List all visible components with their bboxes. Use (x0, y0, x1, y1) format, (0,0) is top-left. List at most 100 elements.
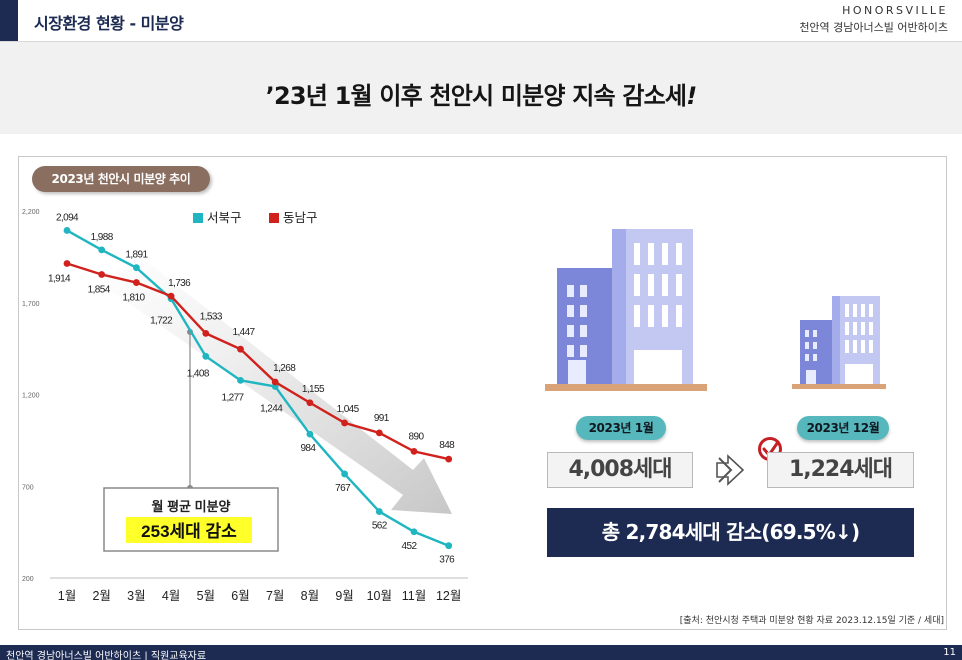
data-point (98, 271, 106, 278)
source-note: [출처: 천안시청 주택과 미분양 현황 자료 2023.12.15일 기준 /… (679, 616, 944, 626)
data-point (445, 542, 453, 550)
legend-swatch (193, 213, 203, 223)
small-building-icon (792, 296, 886, 389)
data-label: 1,268 (273, 363, 296, 374)
after-period-badge: 2023년 12월 (797, 416, 889, 440)
x-tick-label: 9월 (335, 589, 353, 603)
data-point (202, 329, 210, 337)
data-label: 767 (335, 483, 351, 494)
data-point (306, 399, 314, 407)
x-tick-label: 4월 (162, 589, 180, 603)
y-tick-label: 700 (22, 484, 34, 491)
data-label: 1,988 (91, 232, 114, 243)
data-point (237, 345, 244, 353)
data-label: 1,244 (260, 403, 283, 414)
x-tick-label: 12월 (436, 589, 461, 603)
series-layer: 2,094 1,988 1,891 1,722 1,408 1,277 1,244 984 76… (48, 212, 456, 566)
divider (0, 41, 962, 42)
data-label: 1,914 (48, 273, 71, 284)
data-point (375, 508, 383, 515)
legend-label: 동남구 (283, 211, 318, 225)
data-point (63, 227, 71, 234)
series-line (66, 262, 449, 461)
data-point (202, 352, 210, 360)
data-point (341, 470, 348, 478)
data-label: 2,094 (56, 212, 79, 223)
data-label: 376 (439, 555, 455, 566)
x-tick-label: 6월 (231, 589, 249, 603)
top-bar-accent (0, 0, 18, 42)
page-number: 11 (943, 647, 956, 658)
x-tick-label: 5월 (197, 589, 215, 603)
annotation-title: 월 평균 미분양 (152, 499, 231, 514)
x-tick-label: 11월 (402, 589, 426, 603)
headline-band (0, 42, 962, 134)
brand-name: 천안역 경남아너스빌 어반하이츠 (799, 21, 948, 34)
data-label: 452 (402, 541, 418, 552)
data-point (133, 279, 140, 286)
data-label: 1,891 (125, 250, 148, 261)
annotation-value: 253세대 감소 (141, 522, 237, 541)
y-axis: 2,200 1,700 1,200 700 200 (22, 209, 40, 583)
data-label: 1,045 (337, 404, 360, 415)
y-tick-label: 1,200 (22, 393, 40, 400)
data-label: 1,447 (232, 327, 255, 338)
x-tick-label: 3월 (127, 589, 145, 603)
total-decrease-box: 총 2,784세대 감소(69.5%↓) (547, 508, 914, 557)
data-label: 1,408 (187, 368, 210, 379)
data-point (133, 264, 140, 272)
section-title: 시장환경 현황 - 미분양 (34, 14, 184, 33)
data-label: 1,854 (88, 284, 111, 295)
data-point (375, 429, 383, 437)
annotation-box: 월 평균 미분양 253세대 감소 (103, 487, 279, 552)
data-point (98, 246, 106, 254)
y-tick-label: 200 (22, 576, 34, 583)
data-point (410, 528, 418, 536)
data-label: 1,155 (302, 384, 325, 395)
before-period-badge: 2023년 1월 (576, 416, 666, 440)
legend: 서북구 동남구 (193, 211, 318, 225)
x-tick-label: 2월 (92, 589, 110, 603)
data-point (237, 376, 244, 384)
data-label: 1,533 (200, 311, 223, 322)
top-bar: 시장환경 현황 - 미분양 HONORSVILLE 천안역 경남아너스빌 어반하… (0, 0, 962, 42)
brand-logo-text: HONORSVILLE (842, 4, 948, 17)
data-label: 984 (300, 443, 316, 454)
page-headline: ’23년 1월 이후 천안시 미분양 지속 감소세! (0, 76, 962, 111)
x-tick-label: 10월 (367, 589, 392, 603)
data-label: 1,277 (221, 392, 244, 403)
data-label: 991 (374, 413, 390, 424)
after-value-box: 1,224세대 (767, 452, 914, 488)
headline-mark: ! (686, 82, 697, 110)
x-tick-label: 1월 (58, 589, 76, 603)
double-chevron-right-icon (716, 454, 745, 486)
footer-text: 천안역 경남아너스빌 어반하이츠 | 직원교육자료 (6, 651, 207, 660)
series-seobuk: 2,094 1,988 1,891 1,722 1,408 1,277 1,244 984 76… (56, 212, 456, 566)
chart-title-pill: 2023년 천안시 미분양 추이 (32, 166, 210, 192)
x-tick-label: 7월 (266, 589, 284, 603)
y-tick-label: 1,700 (22, 301, 40, 308)
y-tick-label: 2,200 (22, 209, 40, 216)
data-point (271, 378, 279, 386)
data-label: 1,736 (168, 278, 191, 289)
data-label: 848 (439, 440, 455, 451)
legend-label: 서북구 (207, 211, 242, 225)
data-label: 890 (409, 431, 425, 442)
x-axis: 1월 2월 3월 4월 5월 6월 7월 8월 9월 10월 11월 12월 (50, 577, 468, 603)
before-value-box: 4,008세대 (547, 452, 693, 488)
series-dongnam: 1,914 1,854 1,810 1,736 1,533 1,447 1,268 1,155… (48, 260, 456, 463)
data-label: 1,810 (122, 293, 145, 304)
data-label: 1,722 (150, 316, 173, 327)
legend-swatch (269, 213, 279, 223)
data-point (341, 419, 348, 427)
brand: HONORSVILLE 천안역 경남아너스빌 어반하이츠 (799, 4, 948, 35)
footer: 천안역 경남아너스빌 어반하이츠 | 직원교육자료 11 (0, 645, 962, 660)
headline-text: ’23년 1월 이후 천안시 미분양 지속 감소세 (265, 82, 687, 110)
series-line (66, 229, 450, 547)
data-point (306, 430, 314, 438)
data-point (63, 260, 71, 267)
annotation-leader (187, 329, 193, 491)
x-tick-label: 8월 (301, 589, 319, 603)
data-point (167, 292, 175, 300)
